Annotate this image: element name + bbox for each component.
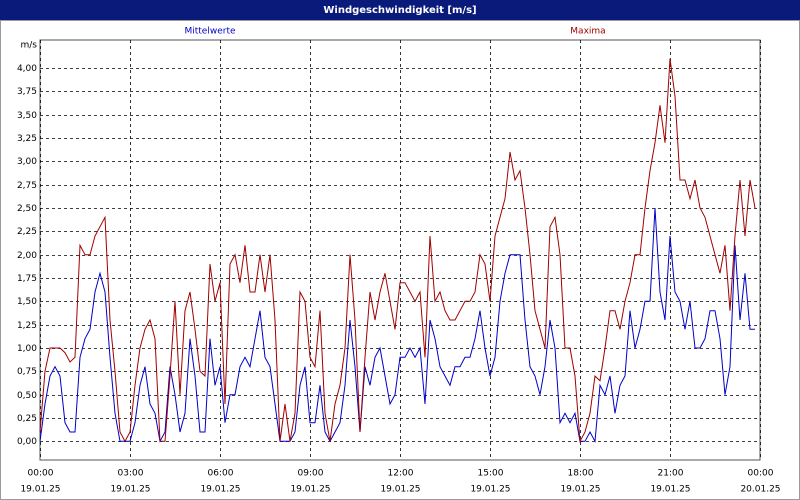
x-tick-date: 20.01.25 (740, 485, 780, 495)
x-tick-label: 06:00 (208, 469, 234, 479)
y-tick-label: 2,50 (17, 204, 37, 214)
x-tick-date: 19.01.25 (200, 485, 240, 495)
x-tick-label: 00:00 (748, 469, 774, 479)
y-tick-label: 3,75 (17, 87, 37, 97)
legend-entry: Maxima (570, 27, 605, 37)
y-tick-label: 2,25 (17, 227, 37, 237)
x-tick-label: 15:00 (478, 469, 504, 479)
x-tick-date: 19.01.25 (380, 485, 420, 495)
x-tick-label: 18:00 (568, 469, 594, 479)
x-tick-date: 19.01.25 (20, 485, 60, 495)
y-tick-label: 0,00 (17, 437, 37, 447)
series-line (39, 58, 756, 444)
y-tick-label: 0,50 (17, 391, 37, 401)
series-line (39, 207, 755, 444)
y-tick-label: 1,75 (17, 274, 37, 284)
y-tick-label: 0,25 (17, 414, 37, 424)
y-tick-label: 3,25 (17, 134, 37, 144)
x-tick-date: 19.01.25 (290, 485, 330, 495)
chart-title: Windgeschwindigkeit [m/s] (323, 5, 476, 16)
x-tick-date: 19.01.25 (650, 485, 690, 495)
plot-area (39, 39, 761, 461)
y-tick-label: 0,75 (17, 367, 37, 377)
y-axis-label: m/s (21, 41, 38, 51)
x-tick-label: 00:00 (28, 469, 54, 479)
x-tick-label: 21:00 (658, 469, 684, 479)
x-tick-date: 19.01.25 (560, 485, 600, 495)
y-tick-label: 1,50 (17, 297, 37, 307)
y-tick-label: 1,25 (17, 321, 37, 331)
y-tick-label: 3,50 (17, 111, 37, 121)
x-tick-label: 03:00 (118, 469, 144, 479)
y-tick-label: 2,00 (17, 251, 37, 261)
y-tick-label: 3,00 (17, 157, 37, 167)
x-tick-date: 19.01.25 (110, 485, 150, 495)
x-tick-label: 12:00 (388, 469, 414, 479)
y-tick-label: 1,00 (17, 344, 37, 354)
y-tick-label: 4,00 (17, 64, 37, 74)
title-bar (0, 0, 800, 20)
x-tick-label: 09:00 (298, 469, 324, 479)
legend-entry: Mittelwerte (184, 27, 235, 37)
y-tick-label: 2,75 (17, 181, 37, 191)
x-tick-date: 19.01.25 (470, 485, 510, 495)
